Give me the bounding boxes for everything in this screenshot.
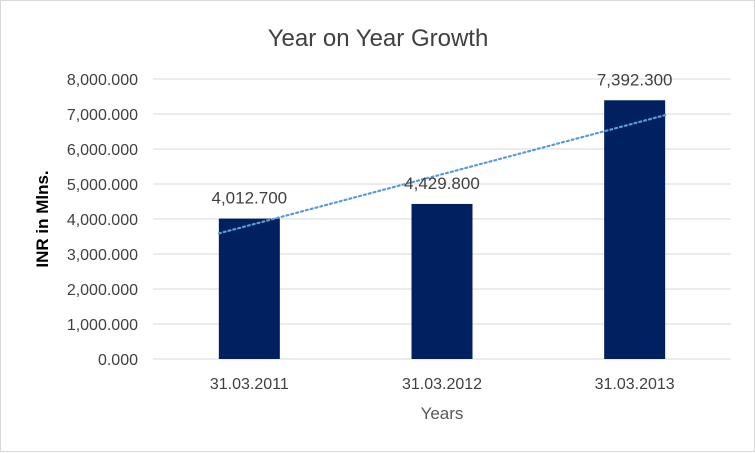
y-tick-label: 1,000.000 (67, 317, 138, 334)
y-tick-label: 5,000.000 (67, 177, 138, 194)
x-tick-label: 31.03.2012 (402, 376, 482, 393)
x-tick-label: 31.03.2011 (210, 376, 289, 393)
data-label: 4,429.800 (404, 174, 480, 193)
y-tick-label: 8,000.000 (67, 72, 138, 89)
x-axis-ticks: 31.03.2011 31.03.2012 31.03.2013 (210, 376, 675, 393)
y-axis-title: INR in Mlns. (33, 170, 52, 267)
bars (218, 100, 666, 359)
y-tick-label: 3,000.000 (67, 247, 138, 264)
x-axis-title: Years (421, 404, 464, 423)
y-tick-label: 6,000.000 (67, 142, 138, 159)
y-tick-label: 0.000 (98, 352, 138, 369)
y-tick-label: 2,000.000 (67, 282, 138, 299)
x-tick-label: 31.03.2013 (595, 376, 675, 393)
data-label: 7,392.300 (597, 70, 673, 89)
data-labels: 4,012.700 4,429.800 7,392.300 (212, 70, 673, 207)
data-label: 4,012.700 (212, 189, 288, 208)
bar (218, 218, 280, 359)
trendline (217, 114, 667, 235)
y-tick-label: 7,000.000 (67, 107, 138, 124)
chart-title: Year on Year Growth (268, 25, 489, 52)
y-tick-label: 4,000.000 (67, 212, 138, 229)
trendline-path (217, 114, 667, 235)
bar (411, 203, 473, 359)
y-axis-ticks: 0.000 1,000.000 2,000.000 3,000.000 4,000.00… (67, 72, 138, 369)
bar (604, 100, 666, 359)
